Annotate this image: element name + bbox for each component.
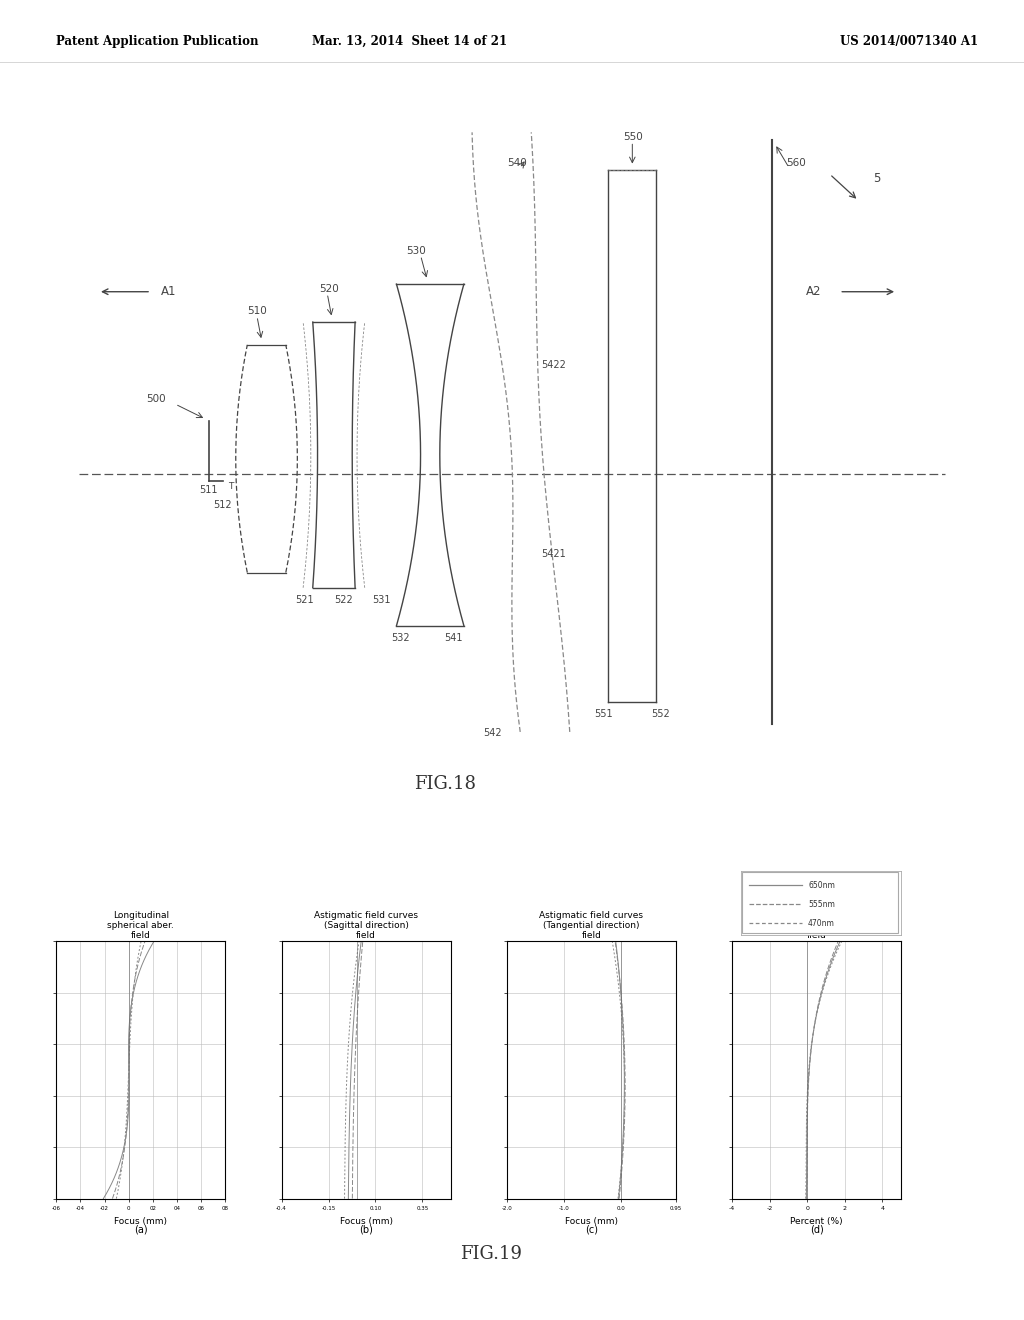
- Text: (b): (b): [359, 1224, 373, 1234]
- Text: 555nm: 555nm: [808, 900, 835, 908]
- Title: Astigmatic field curves
(Sagittal direction)
field: Astigmatic field curves (Sagittal direct…: [314, 911, 418, 940]
- FancyBboxPatch shape: [742, 873, 898, 933]
- Text: Mar. 13, 2014  Sheet 14 of 21: Mar. 13, 2014 Sheet 14 of 21: [312, 34, 507, 48]
- Text: 552: 552: [651, 709, 671, 719]
- Text: 550: 550: [623, 132, 642, 143]
- Text: FIG.19: FIG.19: [461, 1245, 522, 1263]
- Text: 470nm: 470nm: [808, 919, 835, 928]
- Text: FIG.18: FIG.18: [414, 775, 475, 793]
- Text: 510: 510: [248, 306, 267, 317]
- Text: US 2014/0071340 A1: US 2014/0071340 A1: [840, 34, 978, 48]
- Text: 522: 522: [334, 595, 352, 605]
- Text: 541: 541: [444, 632, 463, 643]
- Text: T: T: [228, 482, 233, 491]
- Text: Patent Application Publication: Patent Application Publication: [56, 34, 259, 48]
- Text: 560: 560: [786, 158, 806, 169]
- Text: 5422: 5422: [541, 359, 565, 370]
- Text: 531: 531: [373, 595, 391, 605]
- Text: 521: 521: [295, 595, 314, 605]
- Text: 500: 500: [146, 393, 166, 404]
- X-axis label: Percent (%): Percent (%): [791, 1217, 843, 1226]
- Text: (d): (d): [810, 1224, 823, 1234]
- Title: Astigmatic field curves
(Tangential direction)
field: Astigmatic field curves (Tangential dire…: [540, 911, 643, 940]
- Text: A2: A2: [806, 285, 821, 298]
- X-axis label: Focus (mm): Focus (mm): [340, 1217, 392, 1226]
- Text: 532: 532: [392, 632, 411, 643]
- Text: (c): (c): [585, 1224, 598, 1234]
- Text: 520: 520: [319, 284, 339, 294]
- Text: 650nm: 650nm: [808, 880, 835, 890]
- Text: (a): (a): [134, 1224, 147, 1234]
- Text: 5421: 5421: [541, 549, 565, 560]
- Text: 542: 542: [483, 727, 502, 738]
- Text: 512: 512: [214, 500, 232, 510]
- Text: 5: 5: [872, 172, 881, 185]
- Text: 540: 540: [507, 158, 527, 169]
- X-axis label: Focus (mm): Focus (mm): [115, 1217, 167, 1226]
- Text: 530: 530: [407, 246, 426, 256]
- Title: Distortion
field: Distortion field: [795, 921, 839, 940]
- Text: 511: 511: [199, 484, 218, 495]
- Text: 551: 551: [594, 709, 612, 719]
- Title: Longitudinal
spherical aber.
field: Longitudinal spherical aber. field: [108, 911, 174, 940]
- X-axis label: Focus (mm): Focus (mm): [565, 1217, 617, 1226]
- Text: A1: A1: [161, 285, 176, 298]
